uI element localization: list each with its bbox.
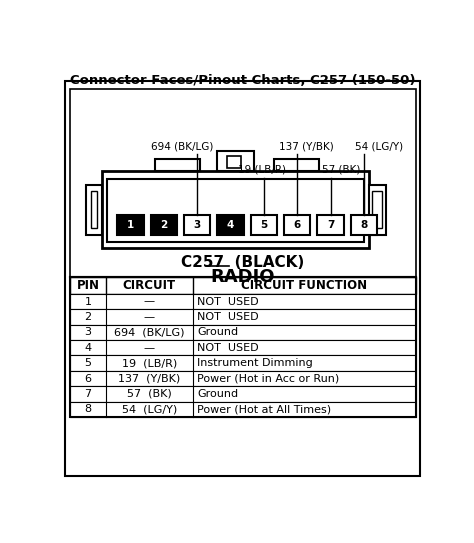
Bar — [70, 371, 416, 386]
Bar — [317, 214, 344, 235]
Text: 694  (BK/LG): 694 (BK/LG) — [114, 327, 184, 337]
Text: 1: 1 — [127, 219, 134, 230]
Text: Instrument Dimming: Instrument Dimming — [197, 358, 313, 368]
Text: 3: 3 — [193, 219, 201, 230]
Text: Power (Hot in Acc or Run): Power (Hot in Acc or Run) — [197, 374, 339, 383]
Text: Power (Hot at All Times): Power (Hot at All Times) — [197, 405, 331, 414]
Bar — [251, 214, 277, 235]
Bar — [70, 89, 416, 277]
Text: —: — — [144, 312, 155, 322]
Bar — [369, 185, 386, 235]
Text: NOT  USED: NOT USED — [197, 312, 259, 322]
Text: 8: 8 — [84, 405, 91, 414]
Bar — [91, 191, 97, 229]
Text: NOT  USED: NOT USED — [197, 343, 259, 353]
Bar — [218, 214, 244, 235]
Bar — [155, 159, 200, 172]
Text: 1: 1 — [84, 296, 91, 307]
Bar — [70, 294, 416, 310]
Bar — [284, 214, 310, 235]
Text: C257  (BLACK): C257 (BLACK) — [181, 255, 305, 270]
Text: 7: 7 — [84, 389, 91, 399]
Text: 137  (Y/BK): 137 (Y/BK) — [118, 374, 180, 383]
Text: 19  (LB/R): 19 (LB/R) — [121, 358, 177, 368]
Bar — [151, 214, 177, 235]
Text: 4: 4 — [227, 219, 234, 230]
Bar — [70, 277, 416, 294]
Text: Connector Faces/Pinout Charts, C257 (150-50): Connector Faces/Pinout Charts, C257 (150… — [70, 74, 416, 87]
Bar — [70, 277, 416, 417]
Text: 137 (Y/BK): 137 (Y/BK) — [279, 141, 334, 151]
Bar — [102, 172, 369, 248]
Text: RADIO: RADIO — [210, 268, 275, 286]
Text: Ground: Ground — [197, 327, 238, 337]
Bar — [70, 340, 416, 356]
Bar — [274, 159, 319, 172]
Text: NOT  USED: NOT USED — [197, 296, 259, 307]
Text: 2: 2 — [84, 312, 91, 322]
Bar — [70, 386, 416, 402]
Bar — [217, 151, 254, 172]
Bar — [86, 185, 102, 235]
Bar — [373, 191, 382, 229]
Bar — [228, 156, 241, 168]
Bar — [70, 310, 416, 325]
Text: CIRCUIT: CIRCUIT — [123, 279, 176, 292]
Text: CIRCUIT FUNCTION: CIRCUIT FUNCTION — [241, 279, 367, 292]
Text: 57 (BK): 57 (BK) — [322, 165, 361, 174]
Text: 5: 5 — [84, 358, 91, 368]
Text: 57  (BK): 57 (BK) — [127, 389, 172, 399]
Text: —: — — [144, 296, 155, 307]
Text: 6: 6 — [293, 219, 301, 230]
Bar — [70, 325, 416, 340]
Text: 54  (LG/Y): 54 (LG/Y) — [121, 405, 177, 414]
Bar — [70, 402, 416, 417]
Text: 4: 4 — [84, 343, 91, 353]
Text: 3: 3 — [84, 327, 91, 337]
Text: 694 (BK/LG): 694 (BK/LG) — [151, 141, 213, 151]
Text: 2: 2 — [160, 219, 167, 230]
Text: 5: 5 — [260, 219, 267, 230]
Bar — [118, 214, 144, 235]
Text: 54 (LG/Y): 54 (LG/Y) — [355, 141, 403, 151]
Text: 19 (LB/R): 19 (LB/R) — [238, 165, 286, 174]
Text: 6: 6 — [84, 374, 91, 383]
Bar — [70, 356, 416, 371]
Bar — [184, 214, 210, 235]
Bar — [107, 179, 364, 242]
Text: 8: 8 — [360, 219, 367, 230]
Bar — [351, 214, 377, 235]
Text: PIN: PIN — [76, 279, 100, 292]
Text: 7: 7 — [327, 219, 334, 230]
Text: —: — — [144, 343, 155, 353]
Text: Ground: Ground — [197, 389, 238, 399]
